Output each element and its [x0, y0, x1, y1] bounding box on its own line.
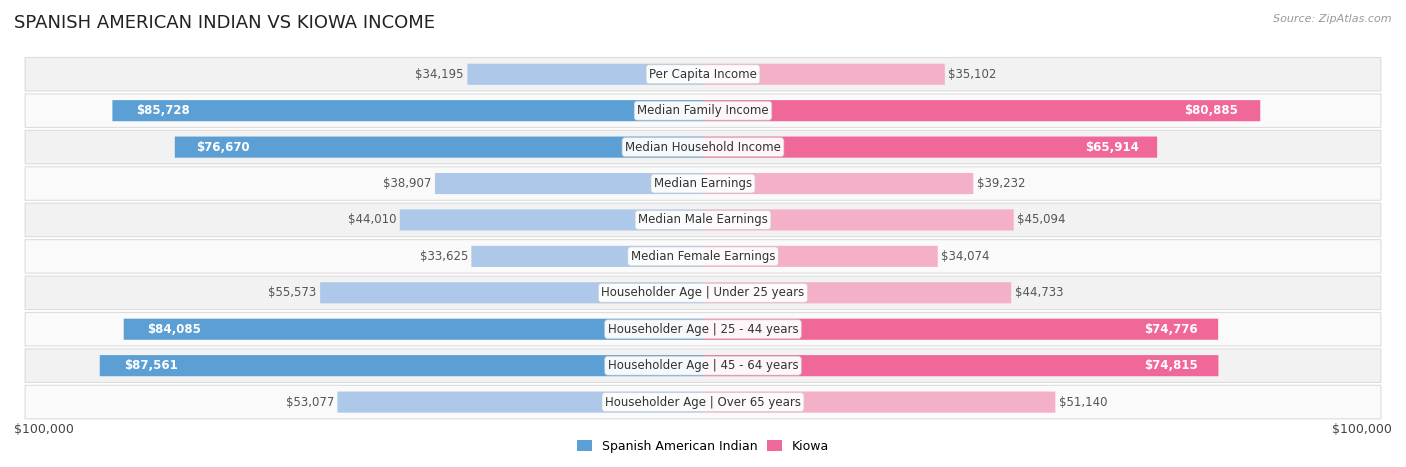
- Text: Householder Age | 25 - 44 years: Householder Age | 25 - 44 years: [607, 323, 799, 336]
- Text: $44,010: $44,010: [347, 213, 396, 226]
- FancyBboxPatch shape: [703, 282, 1011, 304]
- Text: $74,815: $74,815: [1144, 359, 1198, 372]
- Text: Householder Age | Under 25 years: Householder Age | Under 25 years: [602, 286, 804, 299]
- Text: Median Earnings: Median Earnings: [654, 177, 752, 190]
- FancyBboxPatch shape: [25, 240, 1381, 273]
- Text: Householder Age | Over 65 years: Householder Age | Over 65 years: [605, 396, 801, 409]
- Text: $39,232: $39,232: [977, 177, 1025, 190]
- Text: $38,907: $38,907: [382, 177, 432, 190]
- Text: $65,914: $65,914: [1085, 141, 1139, 154]
- Text: Per Capita Income: Per Capita Income: [650, 68, 756, 81]
- Text: $44,733: $44,733: [1015, 286, 1063, 299]
- Text: $55,573: $55,573: [269, 286, 316, 299]
- FancyBboxPatch shape: [124, 318, 703, 340]
- FancyBboxPatch shape: [112, 100, 703, 121]
- Text: $45,094: $45,094: [1017, 213, 1066, 226]
- FancyBboxPatch shape: [25, 167, 1381, 200]
- FancyBboxPatch shape: [399, 209, 703, 231]
- Text: $87,561: $87,561: [124, 359, 177, 372]
- FancyBboxPatch shape: [703, 100, 1260, 121]
- Text: $51,140: $51,140: [1059, 396, 1108, 409]
- FancyBboxPatch shape: [321, 282, 703, 304]
- FancyBboxPatch shape: [25, 349, 1381, 382]
- Text: $35,102: $35,102: [948, 68, 997, 81]
- Text: $80,885: $80,885: [1184, 104, 1237, 117]
- FancyBboxPatch shape: [25, 276, 1381, 310]
- FancyBboxPatch shape: [703, 391, 1056, 413]
- FancyBboxPatch shape: [337, 391, 703, 413]
- Text: Median Male Earnings: Median Male Earnings: [638, 213, 768, 226]
- Text: Source: ZipAtlas.com: Source: ZipAtlas.com: [1274, 14, 1392, 24]
- FancyBboxPatch shape: [703, 246, 938, 267]
- Text: $84,085: $84,085: [146, 323, 201, 336]
- Legend: Spanish American Indian, Kiowa: Spanish American Indian, Kiowa: [572, 435, 834, 458]
- FancyBboxPatch shape: [703, 355, 1219, 376]
- FancyBboxPatch shape: [467, 64, 703, 85]
- FancyBboxPatch shape: [25, 312, 1381, 346]
- Text: Median Female Earnings: Median Female Earnings: [631, 250, 775, 263]
- Text: Householder Age | 45 - 64 years: Householder Age | 45 - 64 years: [607, 359, 799, 372]
- Text: $34,074: $34,074: [941, 250, 990, 263]
- Text: Median Family Income: Median Family Income: [637, 104, 769, 117]
- FancyBboxPatch shape: [100, 355, 703, 376]
- FancyBboxPatch shape: [434, 173, 703, 194]
- FancyBboxPatch shape: [25, 57, 1381, 91]
- Text: $34,195: $34,195: [415, 68, 464, 81]
- FancyBboxPatch shape: [703, 173, 973, 194]
- FancyBboxPatch shape: [703, 136, 1157, 158]
- Text: $74,776: $74,776: [1144, 323, 1198, 336]
- FancyBboxPatch shape: [25, 203, 1381, 237]
- Text: $76,670: $76,670: [195, 141, 249, 154]
- Text: Median Household Income: Median Household Income: [626, 141, 780, 154]
- Text: $85,728: $85,728: [136, 104, 190, 117]
- FancyBboxPatch shape: [25, 130, 1381, 164]
- FancyBboxPatch shape: [25, 94, 1381, 127]
- FancyBboxPatch shape: [703, 64, 945, 85]
- Text: $100,000: $100,000: [14, 423, 75, 436]
- Text: $33,625: $33,625: [419, 250, 468, 263]
- FancyBboxPatch shape: [174, 136, 703, 158]
- Text: $100,000: $100,000: [1331, 423, 1392, 436]
- FancyBboxPatch shape: [471, 246, 703, 267]
- FancyBboxPatch shape: [703, 209, 1014, 231]
- Text: SPANISH AMERICAN INDIAN VS KIOWA INCOME: SPANISH AMERICAN INDIAN VS KIOWA INCOME: [14, 14, 434, 32]
- FancyBboxPatch shape: [703, 318, 1218, 340]
- Text: $53,077: $53,077: [285, 396, 333, 409]
- FancyBboxPatch shape: [25, 385, 1381, 419]
